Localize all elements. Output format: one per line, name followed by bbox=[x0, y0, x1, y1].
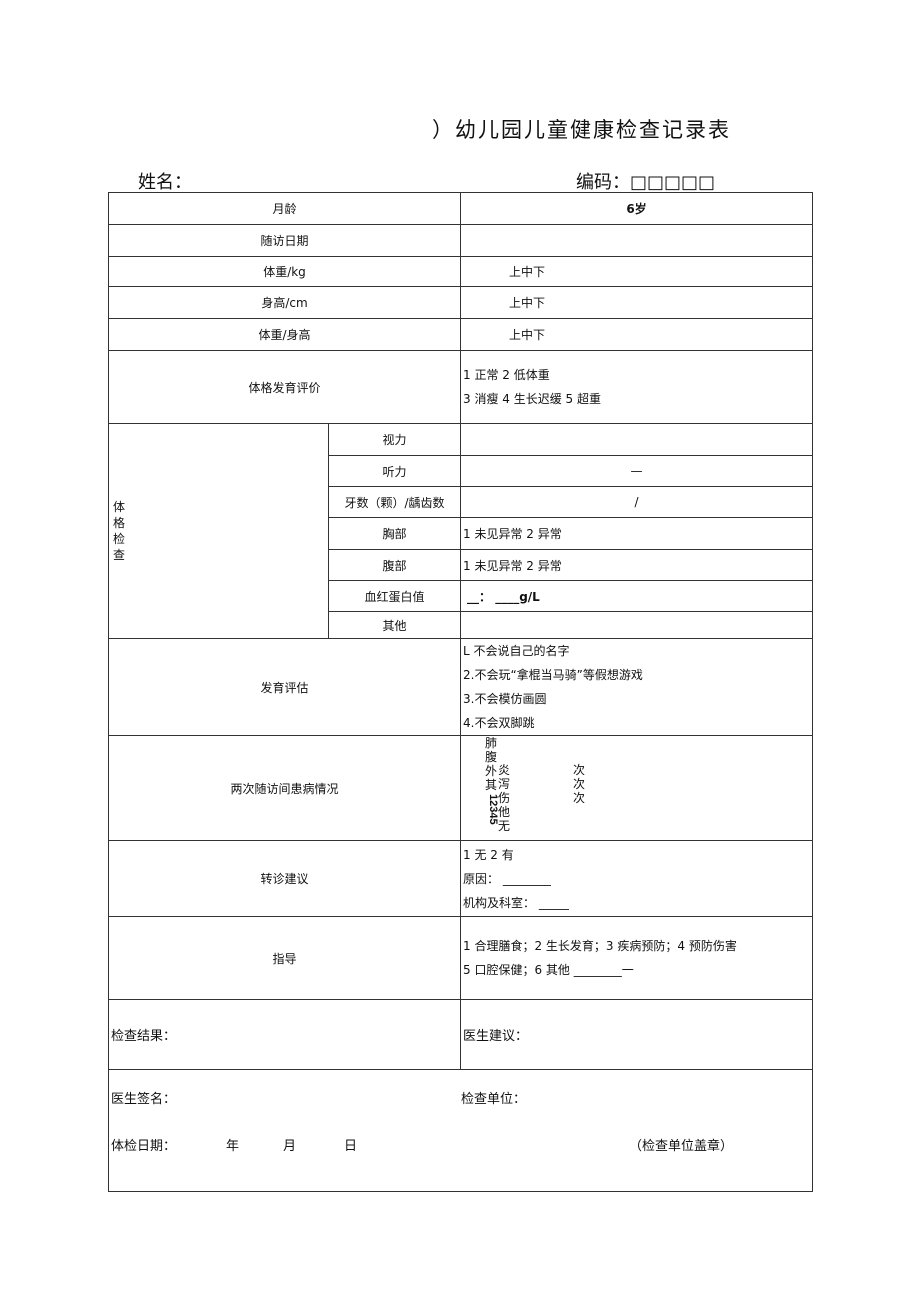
growth-line: 3 消瘦 4 生长迟缓 5 超重 bbox=[463, 392, 601, 406]
guidance-options[interactable]: 1 合理膳食；2 生长发育；3 疾病预防；4 预防伤害 5 口腔保健；6 其他 _… bbox=[460, 916, 814, 1000]
referral-line: 机构及科室： _____ bbox=[463, 895, 569, 910]
exam-item-label: 听力 bbox=[327, 455, 462, 487]
exam-item-label: 其他 bbox=[327, 611, 462, 639]
exam-date-label[interactable]: 体检日期： bbox=[111, 1139, 177, 1154]
exam-item-label: 胸部 bbox=[327, 517, 462, 550]
growth-label: 体格发育评价 bbox=[107, 350, 462, 424]
exam-result-field[interactable]: 检查结果： bbox=[107, 999, 462, 1070]
doctor-advice-field[interactable]: 医生建议： bbox=[460, 999, 814, 1070]
exam-item-value[interactable] bbox=[460, 423, 814, 456]
guidance-label: 指导 bbox=[107, 916, 462, 1000]
page-title: ）幼儿园儿童健康检查记录表 bbox=[432, 118, 731, 142]
development-line: 3.不会模仿画圆 bbox=[463, 692, 547, 706]
code-label: 编码：□□□□□ bbox=[576, 172, 716, 193]
weight-label: 体重/kg bbox=[107, 256, 462, 287]
guidance-line: 1 合理膳食；2 生长发育；3 疾病预防；4 预防伤害 bbox=[463, 939, 737, 953]
illness-char: 外 bbox=[485, 764, 498, 778]
illness-label: 两次随访间患病情况 bbox=[107, 735, 462, 841]
development-line: 2.不会玩“拿棍当马骑”等假想游戏 bbox=[463, 668, 643, 682]
height-label: 身高/cm bbox=[107, 286, 462, 319]
illness-char: 腹 bbox=[485, 750, 498, 764]
exam-unit-label[interactable]: 检查单位： bbox=[461, 1092, 527, 1107]
signature-section: 医生签名： 检查单位： 体检日期： 年 月 日 （检查单位盖章） bbox=[107, 1069, 814, 1192]
visit-date-label: 随访日期 bbox=[107, 224, 462, 257]
weight-value[interactable]: 上中下 bbox=[460, 256, 814, 287]
referral-label: 转诊建议 bbox=[107, 840, 462, 917]
exam-label: 体格检查 bbox=[108, 423, 329, 639]
doctor-signature-label[interactable]: 医生签名： bbox=[111, 1092, 177, 1107]
weight-height-label: 体重/身高 bbox=[107, 318, 462, 351]
exam-item-value[interactable]: 1 未见异常 2 异常 bbox=[460, 549, 814, 581]
referral-options[interactable]: 1 无 2 有原因： ________ 机构及科室： _____ bbox=[460, 840, 814, 917]
name-label: 姓名： bbox=[138, 172, 192, 193]
illness-char: 肺 bbox=[485, 736, 498, 750]
exam-item-label: 视力 bbox=[327, 423, 462, 456]
illness-times: 次 bbox=[573, 763, 586, 777]
illness-char: 他 bbox=[498, 805, 511, 819]
exam-item-label: 牙数（颗）/龋齿数 bbox=[327, 486, 462, 518]
day-label: 日 bbox=[344, 1139, 358, 1154]
exam-item-label: 腹部 bbox=[327, 549, 462, 581]
illness-times: 次 bbox=[573, 791, 586, 805]
hemoglobin-value[interactable]: __： ____g/L bbox=[460, 580, 814, 612]
exam-item-label: 血红蛋白值 bbox=[327, 580, 462, 612]
illness-options[interactable]: 肺 腹 外 其 12345 炎 泻 伤 他 无 次 次 次 bbox=[460, 735, 814, 841]
stamp-label: （检查单位盖章） bbox=[629, 1139, 734, 1154]
age-label: 月龄 bbox=[107, 192, 462, 225]
referral-line: 1 无 2 有 bbox=[463, 847, 514, 862]
exam-item-value[interactable]: 1 未见异常 2 异常 bbox=[460, 517, 814, 550]
height-value[interactable]: 上中下 bbox=[460, 286, 814, 319]
exam-label-text: 体格检查 bbox=[113, 500, 126, 562]
illness-char: 其 bbox=[485, 778, 498, 792]
age-value[interactable]: 6岁 bbox=[460, 192, 814, 225]
development-label: 发育评估 bbox=[107, 638, 462, 736]
illness-times: 次 bbox=[573, 777, 586, 791]
guidance-line: 5 口腔保健；6 其他 ________一 bbox=[463, 963, 634, 977]
growth-options[interactable]: 1 正常 2 低体重 3 消瘦 4 生长迟缓 5 超重 bbox=[460, 350, 814, 424]
growth-line: 1 正常 2 低体重 bbox=[463, 368, 550, 382]
health-record-table: 月龄 6岁 随访日期 体重/kg 上中下 身高/cm 上中下 体重/身高 上中下 体格发… bbox=[107, 192, 814, 1192]
development-line: L 不会说自己的名字 bbox=[463, 644, 570, 658]
illness-char: 泻 bbox=[498, 777, 511, 791]
visit-date-value[interactable] bbox=[460, 224, 814, 257]
weight-height-value[interactable]: 上中下 bbox=[460, 318, 814, 351]
month-label: 月 bbox=[283, 1139, 297, 1154]
exam-item-value[interactable]: — bbox=[460, 455, 814, 487]
illness-char: 炎 bbox=[498, 763, 511, 777]
illness-char: 伤 bbox=[498, 791, 511, 805]
development-line: 4.不会双脚跳 bbox=[463, 716, 535, 730]
development-options[interactable]: L 不会说自己的名字 2.不会玩“拿棍当马骑”等假想游戏 3.不会模仿画圆 4.不会双… bbox=[460, 638, 814, 736]
year-label: 年 bbox=[226, 1139, 240, 1154]
exam-item-value[interactable] bbox=[460, 611, 814, 639]
exam-item-value[interactable]: / bbox=[460, 486, 814, 518]
illness-char: 无 bbox=[498, 819, 511, 833]
referral-line: 原因： ________ bbox=[463, 871, 551, 886]
